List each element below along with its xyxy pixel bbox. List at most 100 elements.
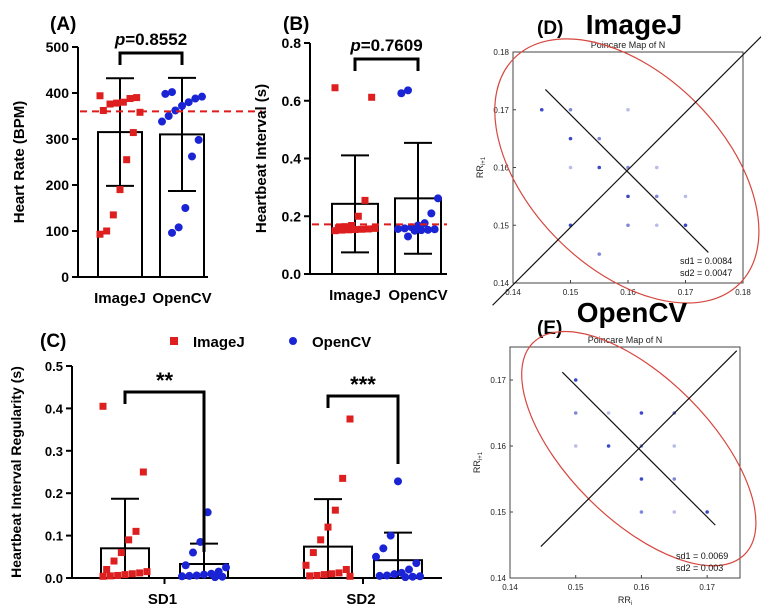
data-point-imagej	[128, 570, 136, 578]
data-point	[626, 107, 630, 112]
data-point-opencv	[181, 204, 190, 212]
data-point-imagej	[139, 468, 147, 476]
data-point	[654, 165, 659, 170]
data-point-opencv	[192, 571, 201, 580]
x-tick-label: 0.16	[634, 583, 650, 592]
p-value: =0.7609	[361, 36, 423, 55]
data-point-imagej	[99, 572, 107, 580]
data-point-opencv	[188, 152, 196, 161]
data-point-imagej	[335, 569, 343, 577]
data-point-opencv	[404, 86, 412, 95]
y-axis-label: Heartbeat Interval (s)	[253, 84, 270, 233]
data-point-opencv	[168, 228, 176, 237]
data-point-imagej	[346, 415, 354, 423]
y-tick-label: 100	[46, 223, 70, 239]
panel-label: (D)	[537, 18, 563, 39]
data-point-imagej	[342, 566, 350, 574]
y-tick-label: 0.2	[45, 486, 63, 501]
data-point-opencv	[218, 572, 227, 581]
data-point-imagej	[320, 571, 328, 579]
y-tick-label: 0.14	[493, 279, 509, 288]
data-point-imagej	[361, 196, 369, 204]
data-point-opencv	[405, 565, 413, 574]
data-point-imagej	[110, 557, 118, 565]
data-point-imagej	[114, 571, 122, 579]
y-tick-label: 0.18	[493, 48, 509, 57]
x-tick-label: 0.15	[563, 288, 579, 297]
panel-heading: ImageJ	[586, 9, 683, 40]
data-point-imagej	[348, 221, 356, 229]
panel-label: (E)	[537, 318, 562, 339]
y-tick-label: 0.4	[282, 151, 302, 167]
data-point-imagej	[306, 572, 314, 580]
data-point-opencv	[394, 224, 402, 233]
data-point-opencv	[404, 232, 412, 241]
data-point-imagej	[109, 211, 117, 219]
data-point-imagej	[116, 186, 124, 194]
y-tick-label: 0.16	[490, 442, 506, 451]
data-point-opencv	[174, 223, 183, 232]
data-point-imagej	[143, 568, 151, 576]
x-tick-label: 0.17	[699, 583, 715, 592]
panel-label: (C)	[40, 331, 66, 352]
sd2-label: sd2 = 0.003	[676, 563, 723, 573]
y-tick-label: 0.6	[282, 93, 302, 109]
data-point-opencv	[200, 570, 208, 579]
data-point-opencv	[164, 112, 173, 120]
data-point-opencv	[427, 209, 436, 218]
data-point-imagej	[133, 94, 141, 102]
panel-label: (A)	[50, 14, 76, 35]
data-point-imagej	[123, 156, 131, 164]
legend-marker-opencv	[289, 337, 297, 345]
data-point-opencv	[417, 226, 426, 235]
data-point	[639, 510, 644, 514]
p-value: =0.8552	[125, 30, 187, 49]
data-point-opencv	[161, 89, 170, 98]
y-tick-label: 0.17	[490, 376, 506, 385]
data-point-opencv	[372, 552, 380, 561]
data-point	[672, 477, 677, 481]
y-tick-label: 0.15	[493, 221, 509, 230]
data-point-opencv	[430, 225, 439, 234]
data-point-imagej	[324, 523, 332, 531]
data-point-imagej	[331, 84, 339, 92]
data-point-imagej	[117, 549, 125, 557]
y-tick-label: 0.0	[45, 571, 63, 586]
significance-label: **	[156, 368, 174, 393]
legend-marker-imagej	[170, 337, 178, 345]
data-point-imagej	[331, 227, 339, 235]
data-point-opencv	[181, 561, 190, 570]
panel-heading: OpenCV	[577, 297, 688, 328]
x-tick-label: 0.17	[678, 288, 694, 297]
p-value-label: p=0.7609	[349, 36, 422, 55]
plot-frame	[509, 346, 741, 579]
data-point-opencv	[424, 225, 432, 234]
data-point	[639, 411, 644, 415]
data-point-opencv	[379, 544, 388, 553]
data-point-imagej	[132, 527, 140, 535]
data-point-imagej	[106, 572, 114, 580]
y-tick-label: 0.16	[493, 164, 509, 173]
data-point	[672, 444, 677, 448]
y-tick-label: 0.8	[282, 35, 302, 51]
data-point	[573, 444, 578, 448]
panel-label: (B)	[283, 14, 309, 35]
data-point	[597, 136, 602, 141]
data-point	[568, 165, 573, 170]
data-point-imagej	[354, 212, 362, 220]
data-point	[626, 194, 630, 199]
x-tick-label: SD2	[346, 591, 375, 608]
significance-bracket	[123, 390, 206, 552]
y-tick-label: 0.0	[282, 266, 302, 282]
data-point-opencv	[203, 508, 212, 517]
data-point-opencv	[394, 477, 402, 486]
y-axis-label: Heart Rate (BPM)	[11, 101, 28, 224]
data-point-opencv	[194, 135, 203, 144]
data-point-opencv	[434, 194, 442, 203]
data-point-imagej	[126, 95, 134, 103]
data-point-opencv	[408, 572, 417, 581]
data-point-opencv	[222, 563, 230, 572]
data-point	[539, 107, 544, 112]
x-axis-label: RRi	[618, 595, 632, 607]
